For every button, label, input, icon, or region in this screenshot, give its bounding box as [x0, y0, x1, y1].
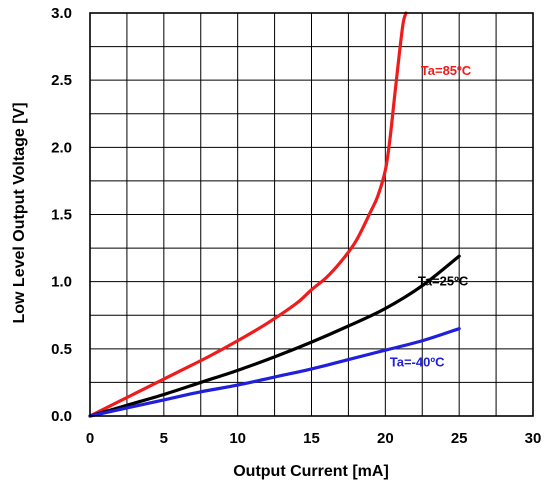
series-label-0: Ta=85ºC — [421, 63, 472, 78]
series-label-2: Ta=-40ºC — [390, 354, 445, 369]
y-tick-label: 2.5 — [51, 72, 72, 89]
x-axis-title: Output Current [mA] — [233, 463, 389, 480]
y-axis-title: Low Level Output Voltage [V] — [11, 102, 28, 323]
series-labels: Ta=85ºC Ta=25ºC Ta=-40ºC — [390, 63, 472, 370]
x-tick-label: 25 — [451, 430, 468, 447]
plot-frame — [89, 12, 534, 417]
y-tick-label: 0.5 — [51, 341, 72, 358]
tick-labels: 0 5 10 15 20 25 30 0.0 0.5 1.0 1.5 2.0 2.5 3.0 — [51, 5, 541, 447]
y-tick-label: 3.0 — [51, 5, 72, 22]
x-tick-label: 0 — [86, 430, 94, 447]
x-tick-label: 10 — [229, 430, 246, 447]
y-tick-label: 1.0 — [51, 274, 72, 291]
series-label-1: Ta=25ºC — [418, 274, 469, 289]
grid — [90, 13, 533, 416]
y-tick-label: 1.5 — [51, 207, 72, 224]
y-tick-label: 2.0 — [51, 139, 72, 156]
y-tick-label: 0.0 — [51, 408, 72, 425]
x-tick-label: 15 — [303, 430, 320, 447]
x-tick-label: 20 — [377, 430, 394, 447]
x-tick-label: 5 — [160, 430, 168, 447]
series-line-1 — [88, 254, 461, 418]
x-tick-label: 30 — [525, 430, 542, 447]
series-group — [88, 11, 461, 418]
series-line-2 — [88, 327, 461, 418]
series-line-0 — [88, 11, 408, 418]
